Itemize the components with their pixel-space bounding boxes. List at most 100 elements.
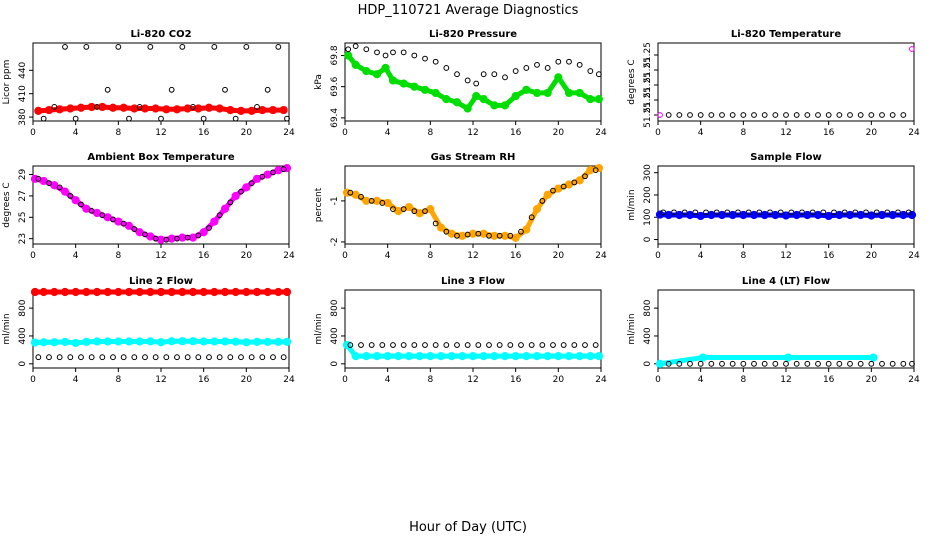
x-tick-label: 8 [427, 375, 433, 385]
y-tick-label: 69.6 [330, 76, 340, 96]
data-point [238, 354, 244, 361]
data-point [587, 68, 594, 74]
x-tick-label: 16 [198, 375, 210, 385]
data-point [908, 46, 915, 52]
y-tick-label: -1 [330, 196, 340, 205]
chart-panel: Gas Stream RH percent 0 4 8 12 16 20 24 -2 -1 [314, 152, 607, 261]
x-tick-label: 0 [30, 251, 36, 261]
y-tick-label: 400 [643, 327, 653, 344]
plot-frame [657, 165, 915, 245]
data-point [238, 188, 244, 195]
data-point [560, 183, 567, 190]
data-point [136, 104, 143, 110]
data-point [900, 112, 907, 118]
x-tick-label: 0 [342, 251, 348, 261]
chart-panel: Li-820 CO2 Licor ppm 0 4 8 12 16 20 24 380 410 440 [2, 29, 295, 138]
data-series [342, 163, 604, 242]
y-tick-label: 400 [330, 327, 340, 344]
y-tick-label: 0 [643, 236, 653, 242]
x-tick-label: 4 [698, 375, 704, 385]
data-point [687, 360, 693, 367]
data-point [496, 232, 503, 239]
data-point [703, 209, 709, 216]
y-axis-label: percent [314, 187, 324, 222]
data-point [676, 112, 683, 118]
data-point [195, 232, 202, 239]
data-point [379, 342, 386, 348]
data-point [735, 209, 741, 216]
chart-panel: Line 2 Flow ml/min 0 4 8 12 16 20 24 0 400 800 [2, 276, 295, 385]
data-point [831, 209, 837, 216]
data-point [895, 209, 901, 216]
data-point [142, 231, 148, 238]
data-point [550, 342, 556, 348]
data-point [432, 342, 439, 348]
data-point [847, 112, 853, 118]
data-point [400, 206, 407, 213]
data-series [30, 337, 292, 348]
data-point [857, 360, 864, 367]
x-tick-label: 16 [823, 375, 835, 385]
y-tick-label: 51.25 [643, 87, 653, 113]
data-point [873, 209, 880, 216]
data-point [35, 354, 42, 361]
data-point [227, 354, 234, 361]
data-point [168, 86, 175, 93]
data-point [847, 360, 853, 367]
data-point [56, 354, 63, 361]
x-tick-label: 16 [823, 251, 835, 261]
data-point [248, 354, 255, 361]
data-point [379, 200, 386, 206]
x-tick-label: 24 [908, 128, 920, 138]
data-point [280, 166, 287, 173]
x-tick-label: 4 [73, 251, 79, 261]
x-tick-label: 24 [283, 251, 295, 261]
data-point [259, 354, 266, 361]
data-series [347, 342, 599, 348]
data-series [345, 43, 602, 87]
data-point [804, 112, 811, 118]
data-point [51, 104, 58, 110]
x-tick-label: 4 [385, 251, 391, 261]
y-tick-label: 800 [18, 299, 28, 316]
data-point [491, 71, 498, 78]
data-point [152, 235, 159, 242]
data-point [382, 52, 389, 59]
data-point [211, 44, 218, 50]
data-point [595, 71, 602, 78]
data-series [342, 340, 604, 361]
x-tick-label: 12 [780, 375, 791, 385]
data-point [99, 354, 106, 361]
x-tick-label: 0 [342, 128, 348, 138]
data-point [783, 360, 789, 367]
data-point [719, 360, 725, 367]
x-tick-label: 8 [740, 128, 746, 138]
x-tick-label: 0 [655, 128, 661, 138]
data-series [655, 353, 878, 368]
data-point [67, 193, 74, 199]
data-point [432, 220, 439, 227]
data-point [820, 209, 827, 216]
data-point [841, 209, 848, 216]
data-point [900, 360, 907, 367]
y-axis-label: kPa [314, 74, 324, 90]
data-point [788, 209, 795, 216]
data-point [751, 360, 757, 367]
x-tick-label: 20 [553, 128, 565, 138]
data-point [94, 104, 100, 110]
y-axis-label: ml/min [627, 313, 637, 344]
data-point [347, 342, 354, 348]
data-point [777, 209, 784, 216]
data-point [671, 209, 677, 216]
data-point [368, 197, 375, 204]
y-tick-label: 51.25 [643, 72, 653, 98]
data-point [40, 115, 47, 122]
data-point [740, 112, 747, 118]
y-axis-label: degrees C [627, 59, 637, 104]
panel-title: Li-820 Pressure [429, 29, 517, 40]
data-point [475, 342, 482, 348]
data-point [200, 115, 207, 122]
data-point [120, 354, 127, 361]
data-point [120, 220, 127, 227]
